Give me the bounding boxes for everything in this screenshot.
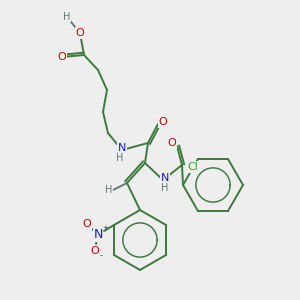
Text: H: H bbox=[161, 183, 169, 193]
Text: H: H bbox=[63, 12, 71, 22]
Text: O: O bbox=[91, 246, 99, 256]
Text: Cl: Cl bbox=[188, 162, 198, 172]
Text: O: O bbox=[76, 28, 84, 38]
Text: N: N bbox=[93, 229, 103, 242]
Text: N: N bbox=[161, 173, 169, 183]
Text: +: + bbox=[102, 225, 108, 231]
Text: O: O bbox=[58, 52, 66, 62]
Text: O: O bbox=[82, 219, 91, 229]
Text: O: O bbox=[168, 138, 176, 148]
Text: O: O bbox=[159, 117, 167, 127]
Text: -: - bbox=[100, 251, 103, 260]
Text: H: H bbox=[116, 153, 124, 163]
Text: N: N bbox=[118, 143, 126, 153]
Text: H: H bbox=[105, 185, 113, 195]
